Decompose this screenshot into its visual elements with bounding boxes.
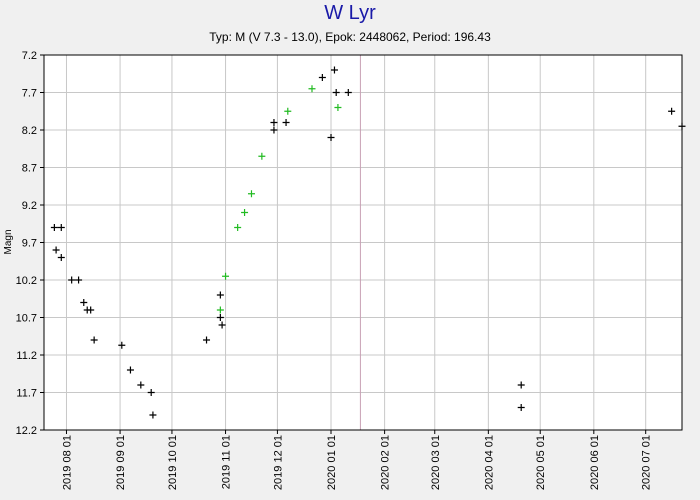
data-point	[118, 341, 126, 349]
chart-title: W Lyr	[324, 2, 376, 24]
data-point	[517, 381, 525, 389]
data-point	[234, 224, 242, 231]
data-point	[308, 85, 316, 93]
data-point	[147, 389, 155, 396]
data-point	[52, 246, 60, 254]
data-point	[216, 314, 224, 321]
x-tick-label: 2020 02 01	[380, 435, 392, 490]
x-tick-label: 2019 11 01	[221, 435, 233, 489]
data-point	[258, 152, 266, 160]
grid-lines	[44, 54, 682, 431]
x-tick-label: 2020 07 01	[641, 435, 653, 490]
data-point	[203, 336, 211, 344]
y-tick-label: 9.7	[22, 238, 37, 250]
data-point	[57, 224, 65, 231]
y-tick-label: 7.7	[22, 88, 37, 100]
data-point	[327, 134, 335, 141]
data-point	[218, 321, 226, 329]
data-point	[137, 381, 145, 389]
data-point	[344, 89, 352, 96]
x-tick-label: 2019 09 01	[115, 435, 127, 490]
data-point	[216, 291, 224, 299]
data-point	[247, 190, 255, 198]
data-point	[50, 224, 58, 231]
data-point	[90, 336, 98, 344]
data-point	[270, 126, 278, 134]
y-axis-label: Magn	[3, 229, 14, 254]
data-point	[241, 209, 249, 216]
y-tick-label: 12.2	[16, 425, 37, 437]
data-point	[334, 104, 342, 111]
x-tick-label: 2020 05 01	[535, 435, 547, 490]
x-tick-label: 2020 04 01	[483, 435, 495, 490]
y-tick-label: 7.2	[22, 50, 37, 62]
y-tick-label: 10.7	[16, 313, 37, 325]
data-point	[222, 272, 230, 280]
y-tick-label: 11.2	[16, 350, 37, 362]
chart-subtitle: Typ: M (V 7.3 - 13.0), Epok: 2448062, Pe…	[209, 30, 491, 44]
data-point	[330, 66, 338, 74]
data-point	[282, 119, 290, 126]
data-point	[149, 411, 157, 419]
data-point	[270, 119, 278, 126]
data-point	[126, 366, 134, 374]
y-tick-label: 11.7	[16, 388, 37, 400]
y-tick-label: 10.2	[16, 275, 37, 287]
x-tick-label: 2020 03 01	[430, 435, 442, 490]
data-point	[57, 254, 65, 261]
y-tick-label: 8.2	[22, 125, 37, 137]
data-point	[68, 276, 76, 284]
data-point	[87, 306, 95, 314]
data-point	[318, 74, 326, 81]
x-tick-label: 2019 12 01	[272, 435, 284, 490]
data-point	[216, 306, 224, 314]
data-point	[668, 107, 676, 115]
x-tick-label: 2019 10 01	[167, 435, 179, 490]
y-tick-label: 9.2	[22, 200, 37, 212]
x-tick-label: 2020 01 01	[326, 435, 338, 490]
x-tick-label: 2020 06 01	[589, 435, 601, 490]
x-tick-label: 2019 08 01	[61, 435, 73, 490]
y-tick-label: 8.7	[22, 163, 37, 175]
data-point	[80, 299, 88, 306]
data-points	[50, 66, 686, 419]
data-point	[332, 89, 340, 96]
data-point	[284, 107, 292, 115]
data-point	[517, 404, 525, 411]
data-point	[75, 276, 83, 284]
axes: 7.2 7.7 8.2 8.7 9.2 9.7 10.2 10.7 11.2 11.7 12.2 20…	[16, 50, 653, 490]
